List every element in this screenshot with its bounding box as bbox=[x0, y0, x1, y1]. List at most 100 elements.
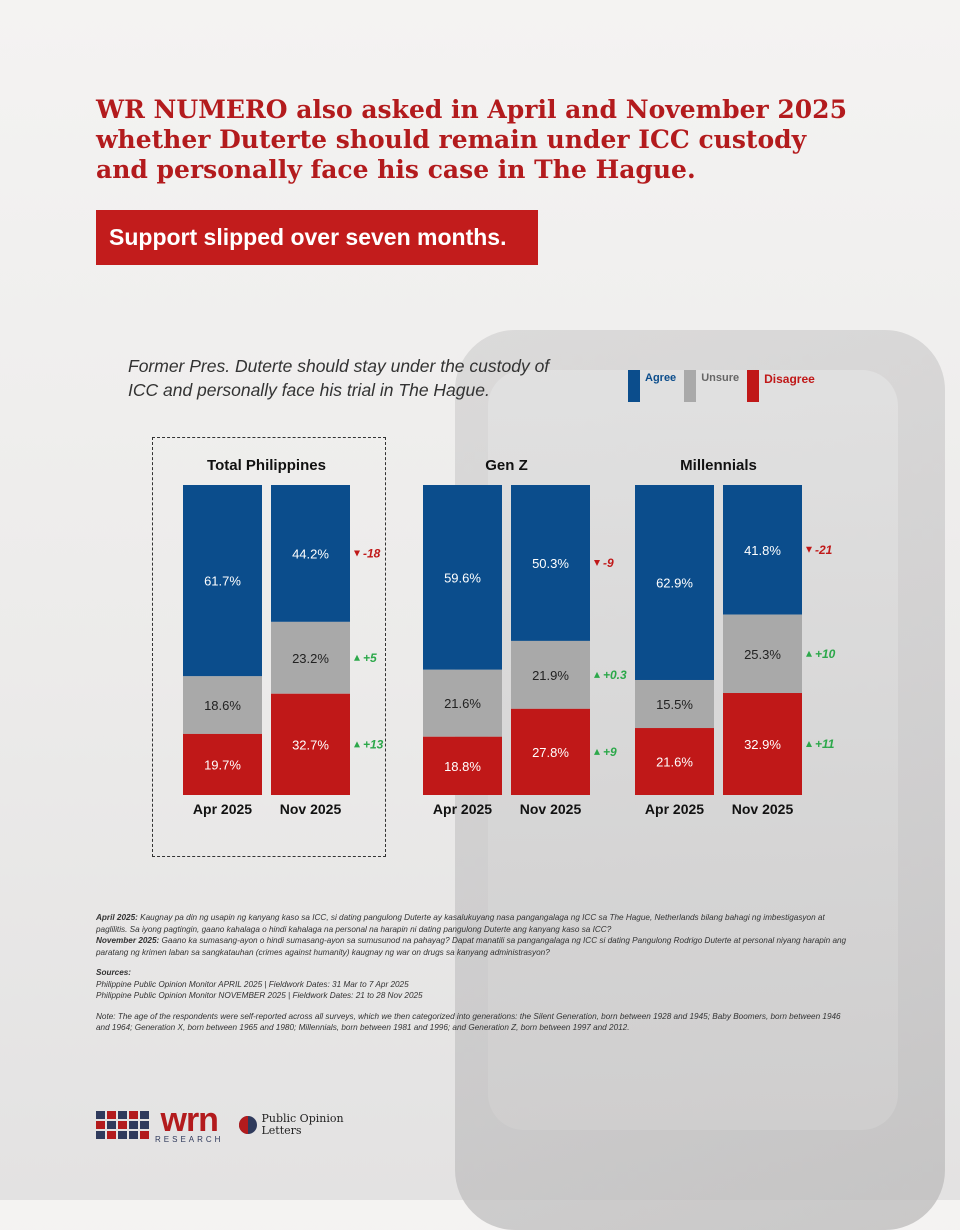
wrn-logo-square bbox=[96, 1130, 105, 1139]
data-label-unsure: 18.6% bbox=[204, 698, 241, 713]
footnote-generations: Note: The age of the respondents were se… bbox=[96, 1011, 841, 1033]
change-label-disagree: +11 bbox=[815, 737, 835, 751]
footnotes: April 2025: Kaugnay pa din ng usapin ng … bbox=[96, 912, 856, 1043]
wrn-logo-square bbox=[140, 1120, 149, 1129]
wrn-logo-square bbox=[129, 1120, 138, 1129]
change-label-agree: -18 bbox=[363, 546, 381, 560]
x-axis-label: Apr 2025 bbox=[433, 801, 492, 817]
wrn-logo-square bbox=[107, 1130, 116, 1139]
change-label-agree: -9 bbox=[603, 556, 614, 570]
wrn-logo: wrn RESEARCH bbox=[155, 1101, 224, 1144]
panel-title-gen-z: Gen Z bbox=[485, 457, 528, 474]
bar-segment-disagree bbox=[271, 693, 350, 795]
change-down-icon bbox=[594, 559, 600, 566]
bar-segment-agree bbox=[183, 485, 262, 677]
change-label-disagree: +9 bbox=[603, 745, 617, 759]
change-label-disagree: +13 bbox=[363, 737, 384, 751]
legend-swatch-agree bbox=[628, 370, 640, 402]
data-label-disagree: 19.7% bbox=[204, 757, 241, 772]
data-label-agree: 44.2% bbox=[292, 546, 329, 561]
bar-segment-agree bbox=[723, 485, 802, 615]
x-axis-label: Apr 2025 bbox=[645, 801, 704, 817]
data-label-agree: 41.8% bbox=[744, 543, 781, 558]
total-philippines-highlight-box bbox=[152, 437, 386, 857]
legend-label-agree: Agree bbox=[645, 372, 677, 384]
legend-item-unsure: Unsure bbox=[684, 370, 739, 402]
change-label-unsure: +0.3 bbox=[603, 668, 627, 682]
summary-banner-text: Support slipped over seven months. bbox=[109, 224, 507, 250]
data-label-disagree: 32.7% bbox=[292, 737, 329, 752]
bar-segment-disagree bbox=[183, 733, 262, 795]
bar-segment-agree bbox=[271, 485, 350, 622]
x-axis-label: Nov 2025 bbox=[732, 801, 794, 817]
change-up-icon bbox=[806, 741, 812, 748]
bar-segment-agree bbox=[511, 485, 590, 641]
bar-segment-disagree bbox=[423, 736, 502, 795]
change-up-icon bbox=[354, 741, 360, 748]
change-up-icon bbox=[354, 654, 360, 661]
logos: wrn RESEARCH Public Opinion Letters bbox=[96, 1101, 344, 1144]
change-label-agree: -21 bbox=[815, 543, 833, 557]
headline: WR NUMERO also asked in April and Novemb… bbox=[96, 95, 847, 184]
bar-segment-unsure bbox=[183, 676, 262, 734]
bar-segment-unsure bbox=[723, 614, 802, 694]
footnote-questions: April 2025: Kaugnay pa din ng usapin ng … bbox=[96, 912, 856, 958]
april-question-label: April 2025: bbox=[96, 913, 138, 922]
public-opinion-letters-logo: Public Opinion Letters bbox=[261, 1112, 343, 1137]
legend-swatch-disagree bbox=[747, 370, 760, 402]
legend-swatch-unsure bbox=[684, 370, 697, 402]
source-april: Philippine Public Opinion Monitor APRIL … bbox=[96, 979, 409, 989]
data-label-unsure: 21.6% bbox=[444, 696, 481, 711]
april-question-text: Kaugnay pa din ng usapin ng kanyang kaso… bbox=[96, 913, 825, 934]
data-label-disagree: 32.9% bbox=[744, 737, 781, 752]
wrn-logo-square bbox=[107, 1120, 116, 1129]
wrn-logo-square bbox=[140, 1110, 149, 1119]
change-up-icon bbox=[594, 671, 600, 678]
november-question-label: November 2025: bbox=[96, 936, 160, 945]
wrn-logo-square bbox=[107, 1110, 116, 1119]
panel-title-total-philippines: Total Philippines bbox=[207, 457, 326, 474]
wrn-logo-square bbox=[96, 1120, 105, 1129]
x-axis-label: Nov 2025 bbox=[280, 801, 342, 817]
wrn-logo-word: wrn bbox=[160, 1101, 219, 1139]
stacked-bar-chart: Total Philippines 61.7% 18.6% 19.7% Apr 2025… bbox=[183, 457, 836, 817]
data-label-unsure: 15.5% bbox=[656, 697, 693, 712]
bar-segment-agree bbox=[423, 485, 502, 670]
change-label-unsure: +5 bbox=[363, 651, 377, 665]
data-label-disagree: 21.6% bbox=[656, 755, 693, 770]
bar-segment-agree bbox=[635, 485, 714, 680]
change-up-icon bbox=[806, 650, 812, 657]
bar-segment-unsure bbox=[635, 679, 714, 729]
data-label-unsure: 25.3% bbox=[744, 647, 781, 662]
wrn-logo-sub: RESEARCH bbox=[155, 1135, 224, 1144]
bar-segment-disagree bbox=[723, 693, 802, 795]
public-opinion-letters-icon bbox=[239, 1115, 258, 1134]
data-label-agree: 62.9% bbox=[656, 575, 693, 590]
panel-title-millennials: Millennials bbox=[680, 457, 757, 474]
wrn-logo-square bbox=[118, 1120, 127, 1129]
data-label-agree: 61.7% bbox=[204, 574, 241, 589]
legend-item-agree: Agree bbox=[628, 370, 676, 402]
source-november: Philippine Public Opinion Monitor NOVEMB… bbox=[96, 991, 423, 1000]
legend-label-disagree: Disagree bbox=[764, 372, 815, 386]
summary-banner: Support slipped over seven months. bbox=[96, 210, 538, 265]
wrn-logo-square bbox=[96, 1110, 105, 1119]
bar-segment-unsure bbox=[271, 621, 350, 694]
x-axis-label: Apr 2025 bbox=[193, 801, 252, 817]
bar-segment-disagree bbox=[635, 728, 714, 795]
footnote-sources: Sources: Philippine Public Opinion Monit… bbox=[96, 967, 856, 1002]
wrn-logo-square bbox=[129, 1130, 138, 1139]
bar-segment-disagree bbox=[511, 708, 590, 795]
chart-question: Former Pres. Duterte should stay under t… bbox=[128, 356, 550, 400]
bar-segment-unsure bbox=[511, 640, 590, 709]
change-down-icon bbox=[806, 546, 812, 553]
x-axis-label: Nov 2025 bbox=[520, 801, 582, 817]
legend-label-unsure: Unsure bbox=[701, 372, 740, 384]
bar-segment-unsure bbox=[423, 669, 502, 737]
data-label-unsure: 21.9% bbox=[532, 668, 569, 683]
data-label-agree: 59.6% bbox=[444, 570, 481, 585]
sources-heading: Sources: bbox=[96, 968, 132, 977]
wrn-logo-square bbox=[140, 1130, 149, 1139]
pol-line-2: Letters bbox=[261, 1123, 302, 1137]
change-down-icon bbox=[354, 550, 360, 557]
